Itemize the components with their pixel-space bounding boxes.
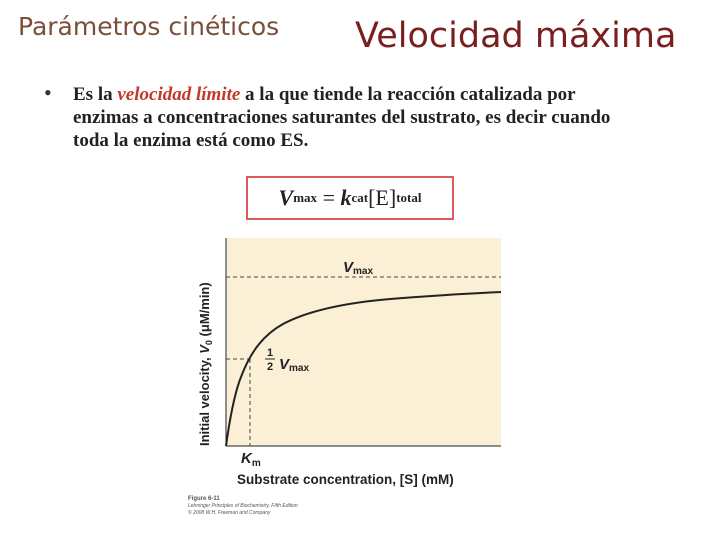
section-subtitle: Parámetros cinéticos [18, 12, 280, 41]
formula-v-subscript: max [293, 190, 318, 205]
half-vmax-subscript: max [289, 363, 309, 374]
formula-enzyme: [E] [368, 185, 397, 210]
figure-caption: Figure 6-11 Lehninger Principles of Bioc… [188, 496, 298, 517]
michaelis-menten-figure: Vmax 1 2 Vmax Km Substrate concentration… [197, 238, 502, 487]
plot-area [226, 238, 501, 446]
slide-title: Velocidad máxima [355, 16, 677, 56]
caption-source: Lehninger Principles of Biochemistry, Fi… [188, 503, 298, 509]
formula-v: V [278, 185, 294, 210]
y-axis-label-v: V [197, 344, 212, 354]
half-vmax-label: Vmax [279, 356, 309, 374]
km-label-k: K [241, 450, 253, 467]
y-axis-label-unit: (μM/min) [197, 282, 212, 340]
definition-paragraph: Es la velocidad límite a la que tiende l… [73, 83, 633, 152]
bullet-marker: • [44, 80, 52, 105]
vmax-label-v: V [343, 259, 355, 276]
saturation-curve [225, 291, 502, 447]
y-axis-label: Initial velocity, V0 (μM/min) [197, 282, 214, 446]
formula-equals: = [317, 185, 341, 210]
km-label-subscript: m [252, 458, 261, 469]
x-axis-label: Substrate concentration, [S] (mM) [237, 472, 454, 487]
half-denominator: 2 [267, 361, 273, 373]
half-vmax-v: V [279, 356, 291, 373]
y-axis-label-subscript: 0 [204, 340, 214, 345]
half-numerator: 1 [267, 347, 273, 359]
definition-text-start: Es la [73, 84, 118, 105]
caption-figure-number: Figure 6-11 [188, 496, 220, 502]
definition-text-end: a la que tiende la reacción catalizada p… [73, 84, 611, 151]
formula-k: k [340, 185, 352, 210]
highlighted-term: velocidad límite [117, 84, 241, 105]
y-axis-label-text: Initial velocity, [197, 354, 212, 446]
vmax-label: Vmax [343, 259, 373, 277]
caption-copyright: © 2008 W.H. Freeman and Company [188, 510, 271, 516]
vmax-label-subscript: max [353, 266, 373, 277]
km-label: Km [241, 450, 261, 469]
formula-k-subscript: cat [351, 190, 369, 205]
formula-enzyme-subscript: total [396, 190, 422, 205]
